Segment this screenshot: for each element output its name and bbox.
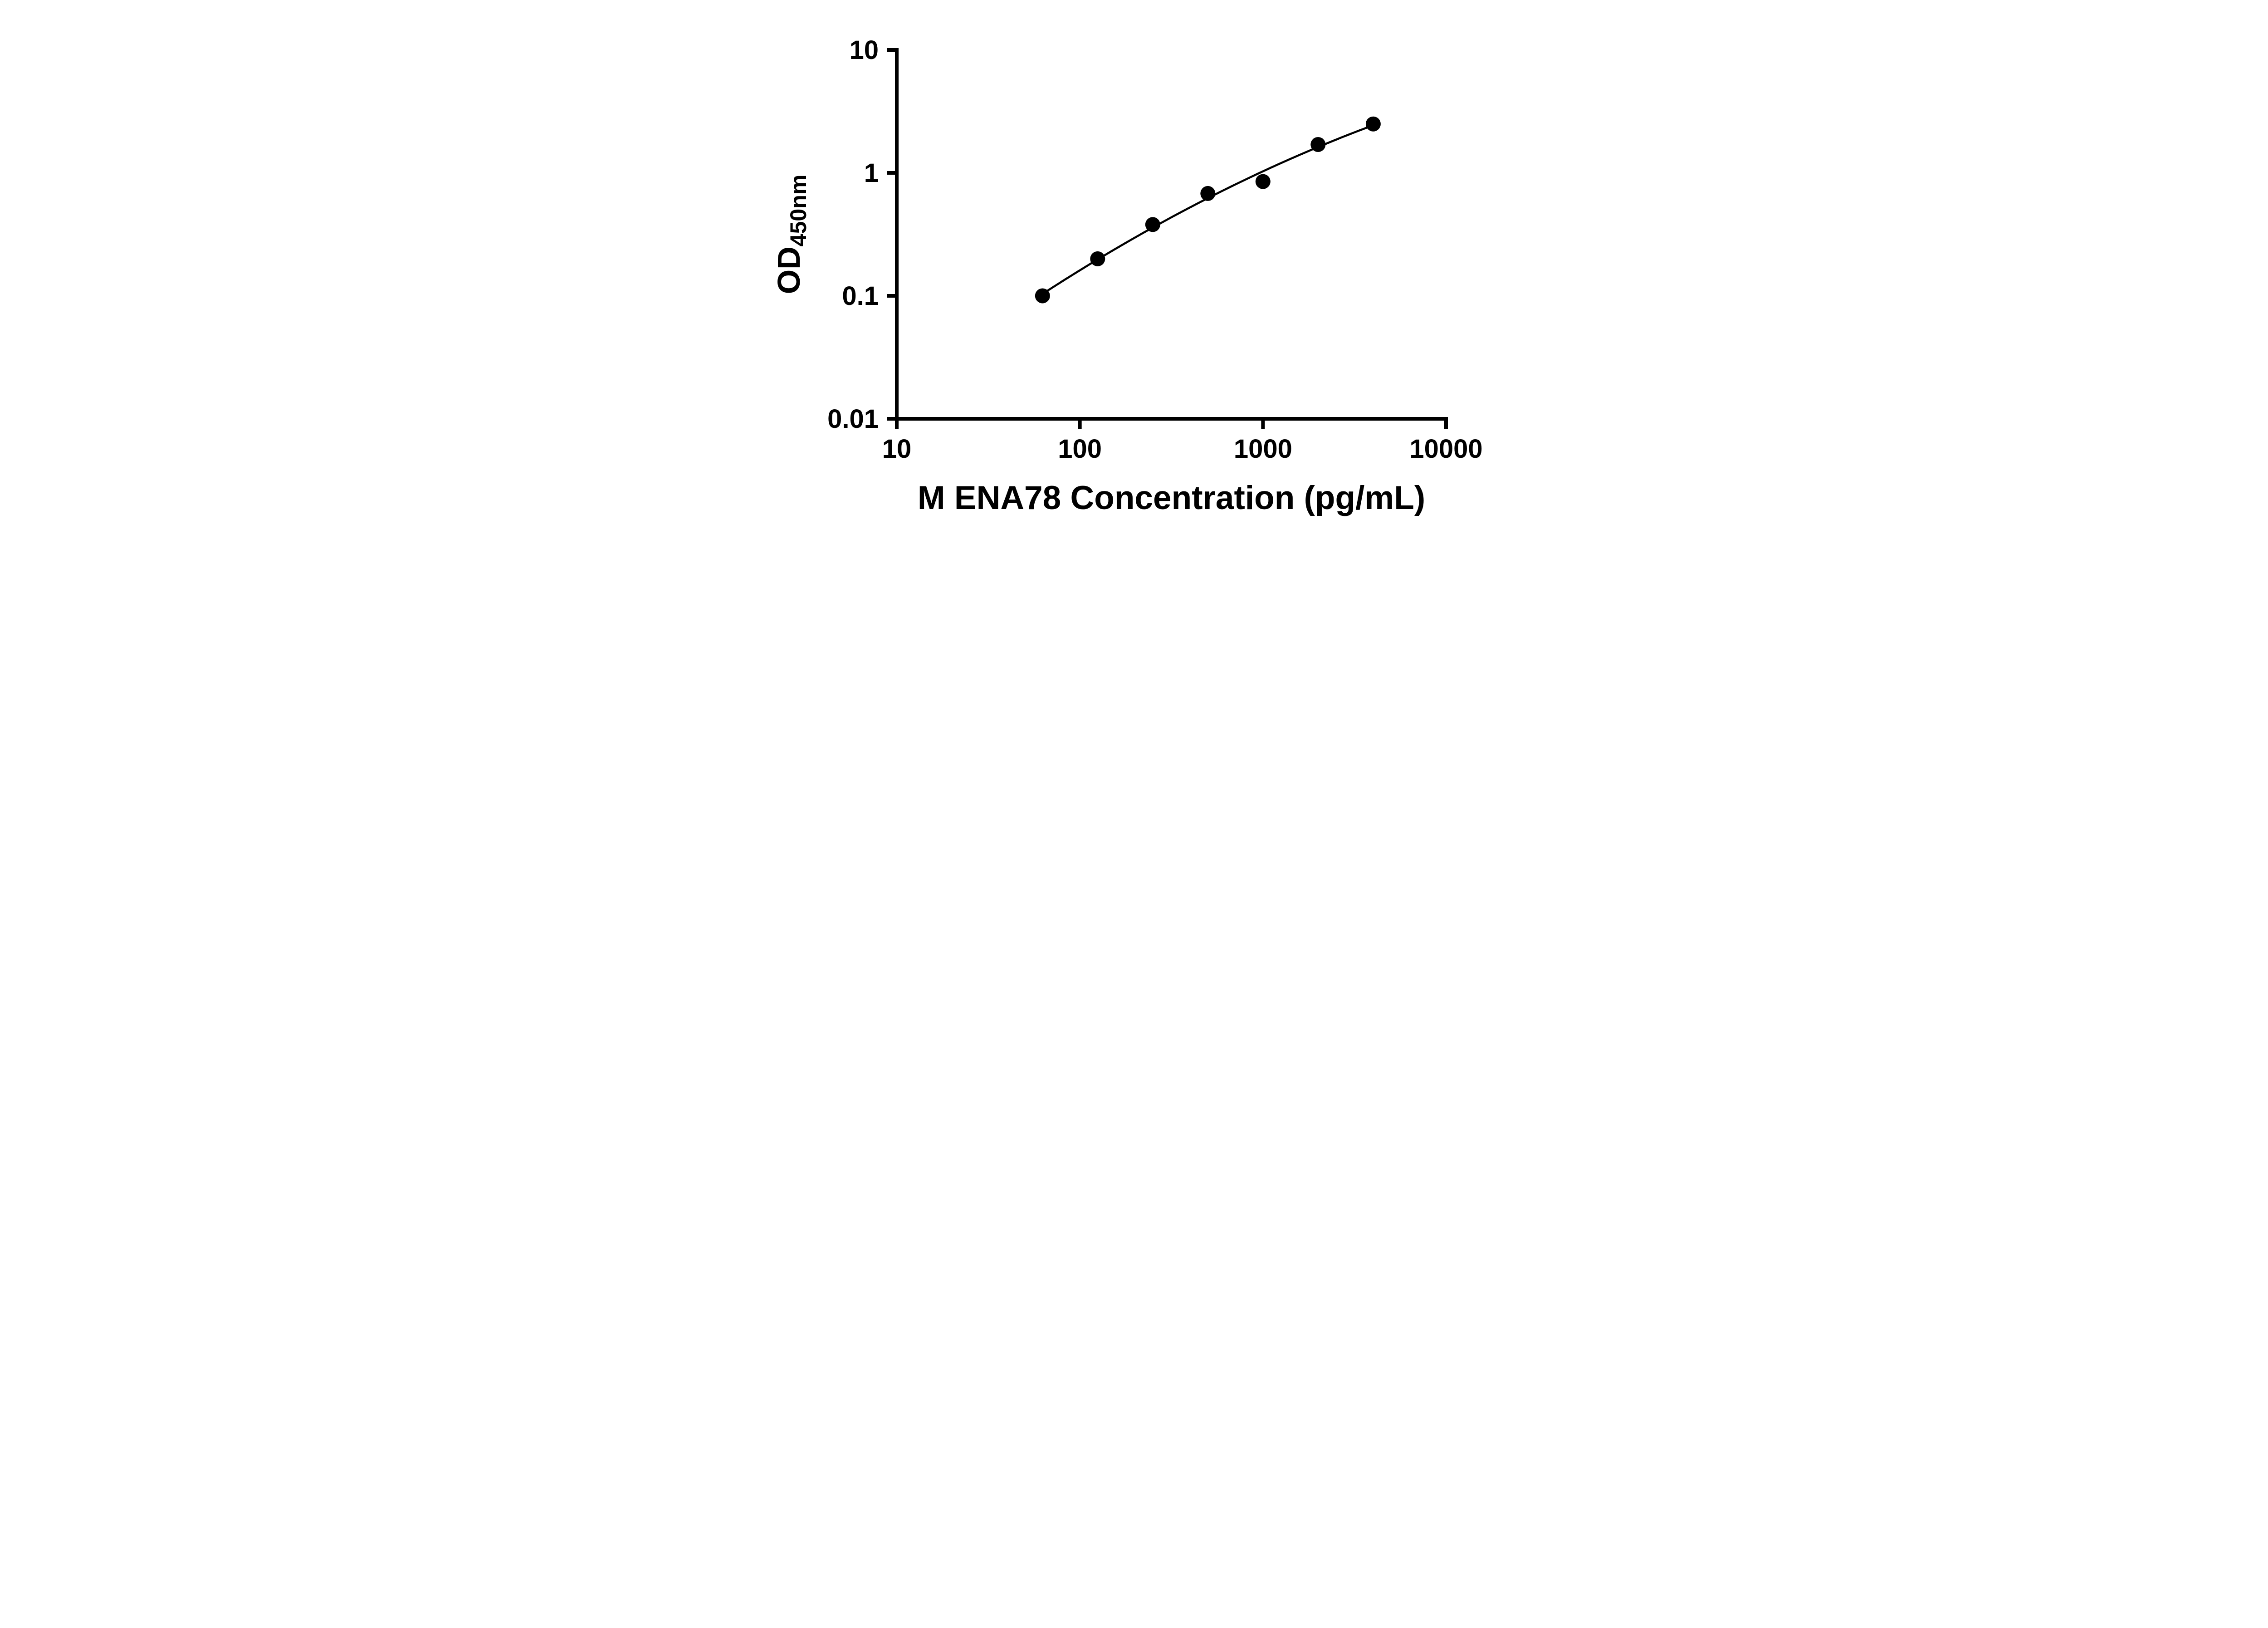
data-point (1365, 116, 1381, 132)
y-axis-title: OD450nm (771, 175, 811, 294)
trend-line (1042, 124, 1374, 295)
x-axis-title: M ENA78 Concentration (pg/mL) (918, 480, 1425, 516)
data-point (1145, 217, 1160, 232)
x-tick-label: 10000 (1409, 434, 1482, 464)
data-point (1255, 174, 1271, 189)
y-axis-title-subscript: 450nm (786, 175, 811, 246)
x-tick-label: 100 (1058, 434, 1102, 464)
data-point (1090, 251, 1105, 266)
y-tick-label: 0.01 (827, 404, 879, 434)
y-axis-title-main: OD (771, 246, 807, 294)
x-tick-label: 10 (882, 434, 912, 464)
y-tick-label: 1 (864, 158, 879, 188)
data-point (1310, 137, 1326, 152)
standard-curve-figure: 10 100 1000 10000 0.01 0.1 1 10 M ENA78 Concentr… (746, 0, 1522, 543)
data-point (1035, 288, 1050, 304)
x-tick-label: 1000 (1234, 434, 1292, 464)
y-tick-label: 10 (849, 35, 879, 65)
axes-frame (895, 48, 1448, 421)
data-point (1200, 186, 1216, 201)
y-tick-label: 0.1 (842, 281, 879, 311)
